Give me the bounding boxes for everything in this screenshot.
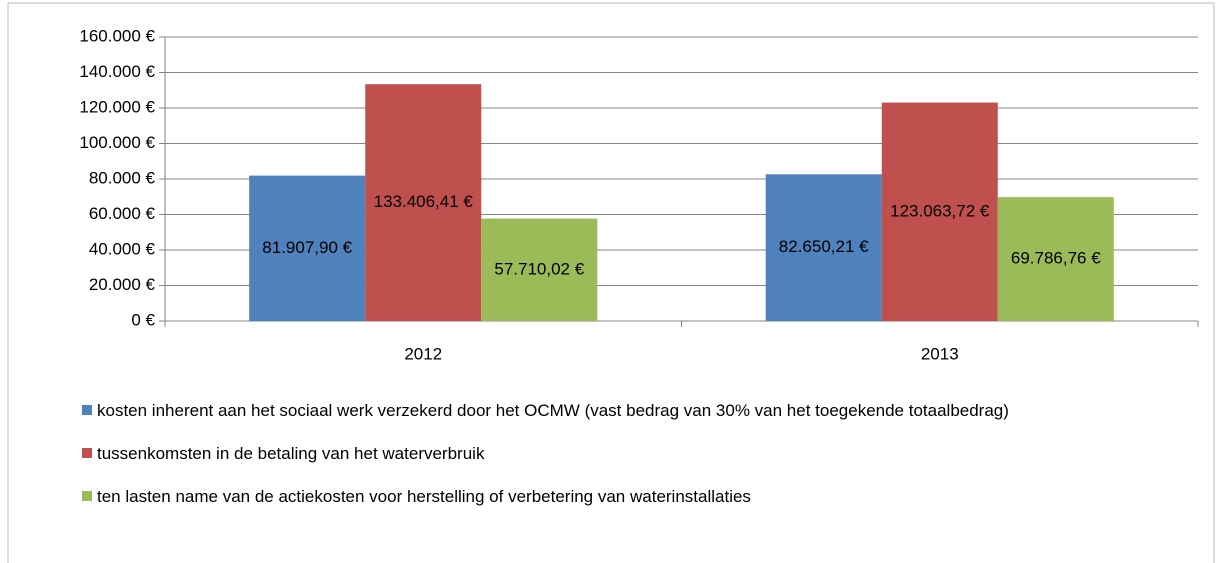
- y-tick-label: 40.000 €: [89, 239, 156, 258]
- y-tick-label: 140.000 €: [79, 62, 155, 81]
- legend-swatch: [82, 405, 92, 415]
- data-label: 123.063,72 €: [890, 201, 990, 220]
- data-label: 57.710,02 €: [494, 259, 584, 278]
- legend-item: kosten inherent aan het sociaal werk ver…: [82, 400, 1192, 422]
- legend-label: tussenkomsten in de betaling van het wat…: [97, 444, 485, 463]
- x-tick-label: 2012: [404, 344, 442, 363]
- y-tick-label: 60.000 €: [89, 204, 156, 223]
- y-tick-label: 100.000 €: [79, 133, 155, 152]
- data-label: 133.406,41 €: [374, 192, 474, 211]
- y-tick-label: 120.000 €: [79, 97, 155, 116]
- y-tick-label: 160.000 €: [79, 26, 155, 45]
- chart-border: [7, 2, 1215, 563]
- bar: [365, 84, 482, 322]
- legend-label: ten lasten name van de actiekosten voor …: [97, 487, 751, 506]
- legend-swatch: [82, 491, 92, 501]
- bar: [881, 102, 998, 322]
- bar: [249, 175, 366, 321]
- legend-swatch: [82, 448, 92, 458]
- bar: [765, 174, 882, 321]
- bar: [997, 197, 1114, 321]
- x-tick-label: 2013: [921, 344, 959, 363]
- y-tick-label: 80.000 €: [89, 168, 156, 187]
- legend-label: kosten inherent aan het sociaal werk ver…: [97, 401, 1009, 420]
- bar: [481, 218, 598, 321]
- y-tick-label: 20.000 €: [89, 275, 156, 294]
- y-tick-label: 0 €: [131, 310, 155, 329]
- legend-item: ten lasten name van de actiekosten voor …: [82, 486, 1192, 508]
- legend-item: tussenkomsten in de betaling van het wat…: [82, 443, 1192, 465]
- data-label: 81.907,90 €: [262, 238, 352, 257]
- data-label: 69.786,76 €: [1011, 249, 1101, 268]
- data-label: 82.650,21 €: [779, 237, 869, 256]
